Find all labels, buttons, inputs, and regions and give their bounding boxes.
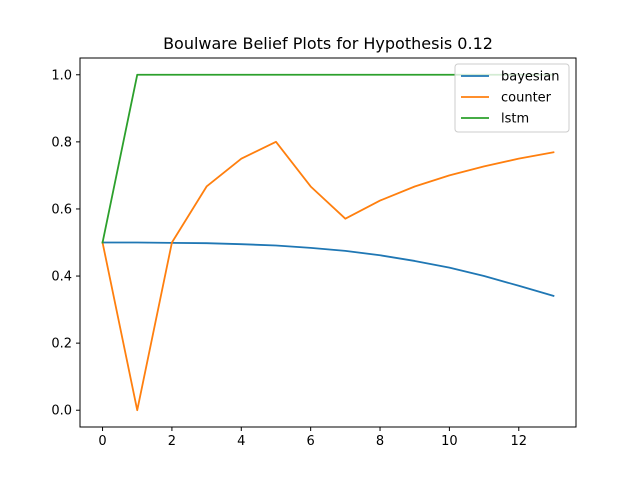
y-tick-label: 0.6 — [51, 202, 72, 217]
x-tick-label: 0 — [98, 434, 106, 449]
x-tick-label: 4 — [237, 434, 245, 449]
y-tick-label: 0.8 — [51, 135, 72, 150]
legend-label-bayesian: bayesian — [501, 70, 560, 85]
x-tick-label: 2 — [168, 434, 176, 449]
y-tick-label: 1.0 — [51, 68, 72, 83]
x-tick-label: 8 — [376, 434, 384, 449]
y-tick-label: 0.4 — [51, 270, 72, 285]
x-tick-label: 6 — [307, 434, 315, 449]
x-tick-label: 12 — [510, 434, 527, 449]
series-line-counter — [101, 140, 555, 412]
series-line-bayesian — [101, 241, 555, 297]
y-tick-label: 0.0 — [51, 404, 72, 419]
y-tick-label: 0.2 — [51, 337, 72, 352]
legend-label-counter: counter — [501, 91, 552, 106]
x-tick-label: 10 — [441, 434, 458, 449]
chart-title: Boulware Belief Plots for Hypothesis 0.1… — [163, 34, 493, 53]
legend-label-lstm: lstm — [501, 112, 529, 127]
legend-box — [454, 63, 570, 133]
legend: bayesian counter lstm — [454, 63, 570, 133]
axis-ticks: 0 2 4 6 8 10 12 0.0 0.2 0.4 0.6 0.8 1.0 — [51, 68, 527, 449]
axes-frame — [79, 57, 577, 428]
